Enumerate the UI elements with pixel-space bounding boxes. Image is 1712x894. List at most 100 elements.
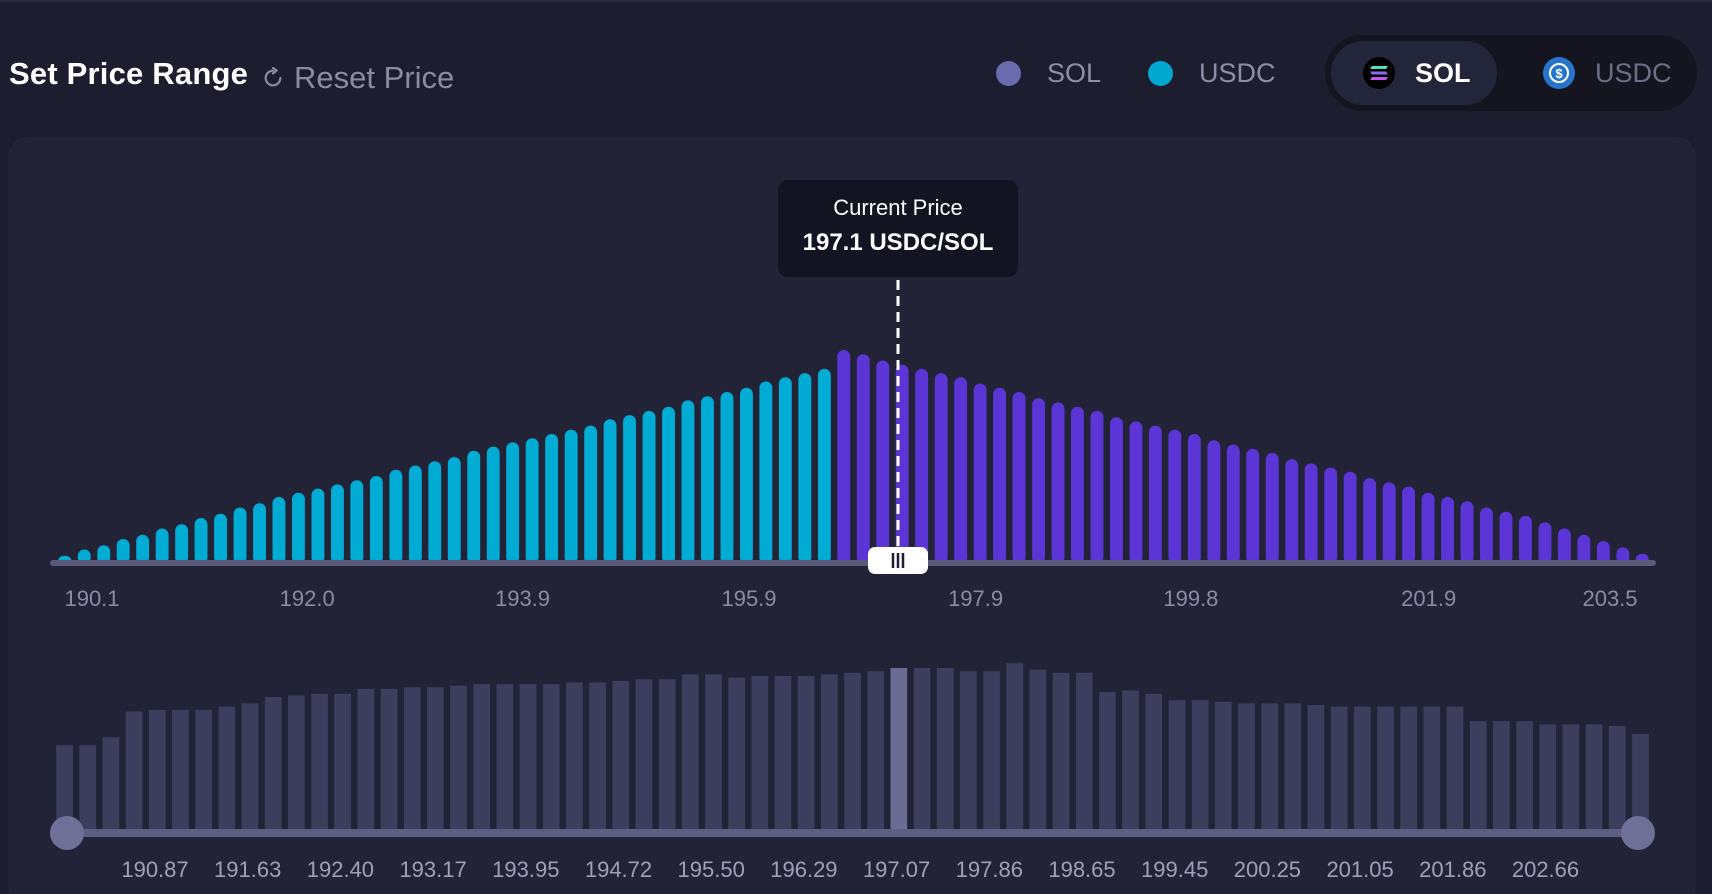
legend-sol-swatch xyxy=(996,61,1021,86)
liquidity-tick-label: 197.9 xyxy=(948,586,1003,611)
liquidity-bar-usdc xyxy=(194,518,208,564)
liquidity-bar-usdc xyxy=(701,396,714,564)
liquidity-bar-usdc xyxy=(525,438,539,564)
volume-bar xyxy=(334,693,351,829)
volume-bars xyxy=(56,663,1649,830)
volume-bar xyxy=(1238,703,1255,829)
volume-bar xyxy=(1469,721,1487,829)
liquidity-bar-sol xyxy=(1110,417,1123,564)
liquidity-bar-usdc xyxy=(623,415,636,564)
volume-bar xyxy=(1122,690,1139,829)
toggle-sol[interactable]: SOL xyxy=(1331,41,1497,105)
liquidity-bar-sol xyxy=(1324,467,1338,564)
liquidity-bar-sol xyxy=(876,360,890,564)
liquidity-bar-sol xyxy=(1538,522,1552,564)
volume-bar xyxy=(797,676,815,829)
usdc-icon: $ xyxy=(1543,57,1575,89)
liquidity-bar-usdc xyxy=(408,465,422,564)
liquidity-x-axis: 190.1 192.0 193.9 195.9 197.9 199.8 201.9 203.5 xyxy=(64,586,1637,611)
volume-bar xyxy=(1261,703,1278,829)
volume-tick-label: 197.07 xyxy=(863,857,930,882)
volume-bar xyxy=(56,745,73,829)
liquidity-tick-label: 201.9 xyxy=(1401,586,1456,611)
toggle-usdc[interactable]: $ USDC xyxy=(1511,41,1691,105)
liquidity-bar-sol xyxy=(1187,434,1201,564)
liquidity-tick-label: 203.5 xyxy=(1582,586,1637,611)
legend-usdc-label: USDC xyxy=(1199,58,1276,88)
svg-text:$: $ xyxy=(1555,66,1563,81)
liquidity-bar-sol xyxy=(915,368,929,564)
volume-bar xyxy=(195,709,212,829)
liquidity-tick-label: 190.1 xyxy=(64,586,119,611)
liquidity-bar-usdc xyxy=(486,446,500,564)
volume-bar xyxy=(1168,700,1186,829)
volume-bar xyxy=(658,679,676,829)
liquidity-bar-usdc xyxy=(447,457,461,564)
liquidity-bar-sol xyxy=(973,383,987,564)
liquidity-bar-usdc xyxy=(389,469,403,564)
toggle-sol-label: SOL xyxy=(1415,57,1471,88)
liquidity-bar-usdc xyxy=(331,484,344,564)
volume-bar xyxy=(380,688,398,829)
volume-bar xyxy=(1632,734,1649,829)
volume-tick-label: 190.87 xyxy=(121,857,188,882)
volume-bar xyxy=(218,706,236,829)
volume-tick-label: 193.95 xyxy=(492,857,559,882)
volume-bar-current xyxy=(890,668,908,829)
range-slider-track[interactable] xyxy=(66,829,1638,837)
liquidity-bars xyxy=(58,350,1649,564)
liquidity-bar-sol xyxy=(1285,459,1299,564)
token-toggle: SOL $ USDC xyxy=(1325,35,1697,111)
legend-sol-label: SOL xyxy=(1047,58,1102,88)
liquidity-bar-sol xyxy=(934,373,948,564)
liquidity-bar-sol xyxy=(1090,410,1104,564)
volume-bar xyxy=(1214,701,1232,829)
liquidity-bar-usdc xyxy=(642,410,656,564)
liquidity-bar-sol xyxy=(1304,463,1318,564)
legend-usdc-swatch xyxy=(1148,61,1173,86)
volume-bar xyxy=(589,682,606,829)
liquidity-bar-usdc xyxy=(545,434,559,564)
liquidity-bar-sol xyxy=(1246,448,1260,564)
liquidity-bar-sol xyxy=(1596,541,1610,564)
volume-bar xyxy=(1191,700,1209,829)
volume-bar xyxy=(867,671,884,829)
volume-tick-label: 201.05 xyxy=(1326,857,1393,882)
volume-bar xyxy=(288,695,305,829)
volume-tick-label: 195.50 xyxy=(678,857,745,882)
volume-tick-label: 197.86 xyxy=(956,857,1023,882)
liquidity-tick-label: 192.0 xyxy=(280,586,335,611)
current-price-handle[interactable] xyxy=(868,547,928,574)
volume-bar xyxy=(1145,693,1163,829)
volume-bar xyxy=(1585,724,1603,830)
volume-bar xyxy=(79,745,97,829)
solana-icon xyxy=(1363,57,1395,89)
current-price-title: Current Price xyxy=(833,195,963,220)
volume-bar xyxy=(1493,721,1510,829)
liquidity-bar-sol xyxy=(1577,534,1591,564)
liquidity-bar-usdc xyxy=(155,528,169,564)
liquidity-bar-sol xyxy=(1051,402,1065,564)
volume-bar xyxy=(1307,705,1325,829)
volume-bar xyxy=(172,709,189,829)
volume-tick-label: 198.65 xyxy=(1048,857,1115,882)
reset-price-button[interactable]: Reset Price xyxy=(262,60,454,96)
liquidity-bar-usdc xyxy=(369,476,383,564)
range-slider-min-handle[interactable] xyxy=(50,816,84,850)
volume-x-axis: 190.87 191.63 192.40 193.17 193.95 194.72 195.… xyxy=(121,857,1579,882)
volume-bar xyxy=(774,676,792,829)
volume-bar xyxy=(1539,724,1557,830)
liquidity-bar-usdc xyxy=(662,406,675,564)
volume-bar xyxy=(1446,706,1464,829)
volume-bar xyxy=(1330,706,1348,829)
refresh-icon xyxy=(264,67,282,87)
liquidity-bar-usdc xyxy=(350,480,364,564)
liquidity-bar-sol xyxy=(1226,444,1240,564)
liquidity-bar-sol xyxy=(954,377,968,564)
liquidity-bar-sol xyxy=(1071,406,1084,564)
range-slider-max-handle[interactable] xyxy=(1621,816,1655,850)
liquidity-bar-sol xyxy=(1265,452,1279,564)
liquidity-bar-sol xyxy=(1557,528,1571,564)
liquidity-bar-sol xyxy=(856,354,870,564)
